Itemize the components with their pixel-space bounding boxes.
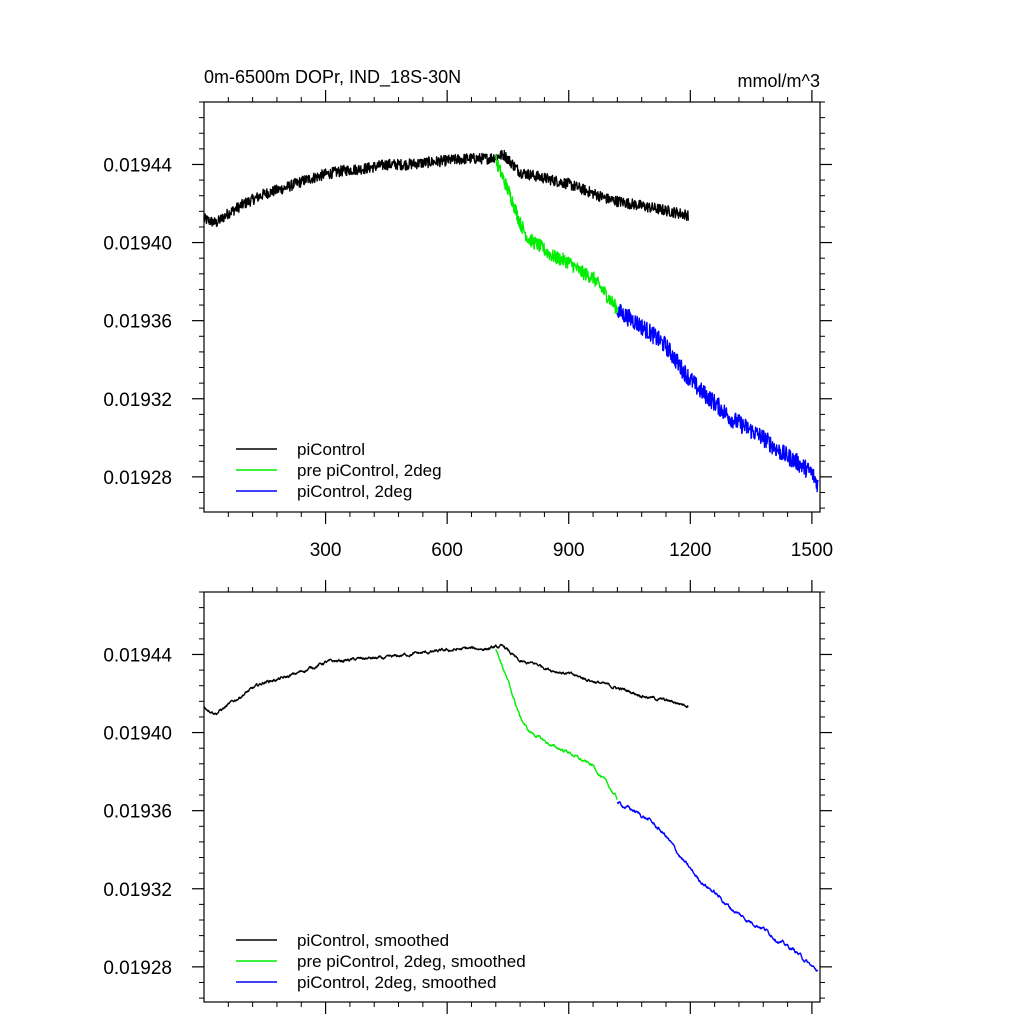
legend-label: piControl, 2deg <box>297 482 412 501</box>
title-left: 0m-6500m DOPr, IND_18S-30N <box>204 67 461 88</box>
series-line-0 <box>203 643 689 716</box>
x-tick-label: 300 <box>310 540 342 561</box>
y-tick-label: 0.01928 <box>103 468 172 489</box>
legend-label: pre piControl, 2deg <box>297 461 442 480</box>
y-tick-label: 0.01936 <box>103 312 172 333</box>
y-tick-label: 0.01932 <box>103 390 172 411</box>
title-right-units: mmol/m^3 <box>738 71 820 91</box>
series-line-2 <box>616 801 819 972</box>
top-panel: 0m-6500m DOPr, IND_18S-30N mmol/m^3 300 6… <box>103 67 833 561</box>
legend-label: piControl <box>297 440 365 459</box>
series-line-1 <box>495 154 619 315</box>
y-tick-label: 0.01928 <box>103 958 172 979</box>
series-line-1 <box>495 649 618 801</box>
legend-label: pre piControl, 2deg, smoothed <box>297 952 526 971</box>
plot-frame <box>203 591 821 1003</box>
plot-frame <box>203 101 821 513</box>
x-tick-label: 1500 <box>791 540 833 561</box>
series-line-2 <box>616 303 819 493</box>
x-tick-label: 1200 <box>669 540 711 561</box>
y-tick-label: 0.01936 <box>103 802 172 823</box>
y-tick-label: 0.01940 <box>103 234 172 255</box>
legend-label: piControl, 2deg, smoothed <box>297 973 496 992</box>
x-tick-label: 600 <box>431 540 463 561</box>
y-tick-label: 0.01940 <box>103 724 172 745</box>
legend-label: piControl, smoothed <box>297 931 449 950</box>
series-line-0 <box>203 149 689 227</box>
y-tick-label: 0.01932 <box>103 880 172 901</box>
bottom-panel: 0.01928 0.01932 0.01936 0.01940 0.01944 piCon… <box>103 580 832 1014</box>
y-tick-label: 0.01944 <box>103 155 172 176</box>
y-tick-label: 0.01944 <box>103 645 172 666</box>
x-tick-label: 900 <box>553 540 585 561</box>
